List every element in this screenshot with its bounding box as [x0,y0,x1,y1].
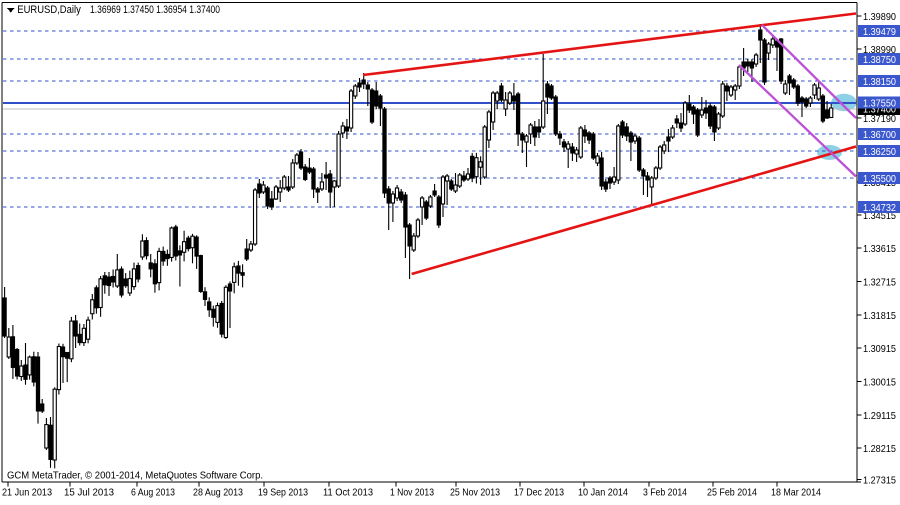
svg-text:1.31815: 1.31815 [863,310,896,322]
svg-text:EURUSD,Daily: EURUSD,Daily [17,4,81,16]
svg-text:17 Dec 2013: 17 Dec 2013 [514,487,564,499]
svg-text:10 Jan 2014: 10 Jan 2014 [578,487,628,499]
svg-text:1.28215: 1.28215 [863,443,896,455]
svg-text:1.30915: 1.30915 [863,343,896,355]
svg-text:1.38750: 1.38750 [863,54,896,66]
svg-text:21 Jun 2013: 21 Jun 2013 [2,487,52,499]
svg-text:11 Oct 2013: 11 Oct 2013 [323,487,373,499]
svg-text:3 Feb 2014: 3 Feb 2014 [643,487,687,499]
svg-text:1.38150: 1.38150 [863,76,896,88]
svg-text:1 Nov 2013: 1 Nov 2013 [390,487,434,499]
svg-text:1.34732: 1.34732 [863,202,896,214]
svg-text:1.39890: 1.39890 [863,11,896,23]
svg-text:1.27315: 1.27315 [863,474,896,486]
svg-text:15 Jul 2013: 15 Jul 2013 [64,487,114,499]
svg-text:18 Mar 2014: 18 Mar 2014 [771,487,821,499]
svg-text:1.29115: 1.29115 [863,410,896,422]
svg-text:1.33615: 1.33615 [863,243,896,255]
svg-text:1.38990: 1.38990 [863,44,896,56]
svg-text:1.37190: 1.37190 [863,113,896,125]
svg-text:1.35500: 1.35500 [863,173,896,185]
svg-text:1.36969 1.37450 1.36954 1.3740: 1.36969 1.37450 1.36954 1.37400 [90,4,220,16]
svg-text:1.36250: 1.36250 [863,146,896,158]
svg-text:1.30015: 1.30015 [863,376,896,388]
svg-text:25 Feb 2014: 25 Feb 2014 [707,487,757,499]
svg-text:28 Aug 2013: 28 Aug 2013 [193,487,243,499]
svg-text:19 Sep 2013: 19 Sep 2013 [258,487,308,499]
svg-text:1.39479: 1.39479 [863,26,896,38]
svg-text:25 Nov 2013: 25 Nov 2013 [450,487,500,499]
svg-text:1.36700: 1.36700 [863,129,896,141]
svg-text:1.37550: 1.37550 [863,97,896,109]
svg-text:1.32715: 1.32715 [863,276,896,288]
svg-text:GCM MetaTrader, © 2001-2014, M: GCM MetaTrader, © 2001-2014, MetaQuotes … [7,471,263,482]
svg-text:6 Aug 2013: 6 Aug 2013 [131,487,175,499]
